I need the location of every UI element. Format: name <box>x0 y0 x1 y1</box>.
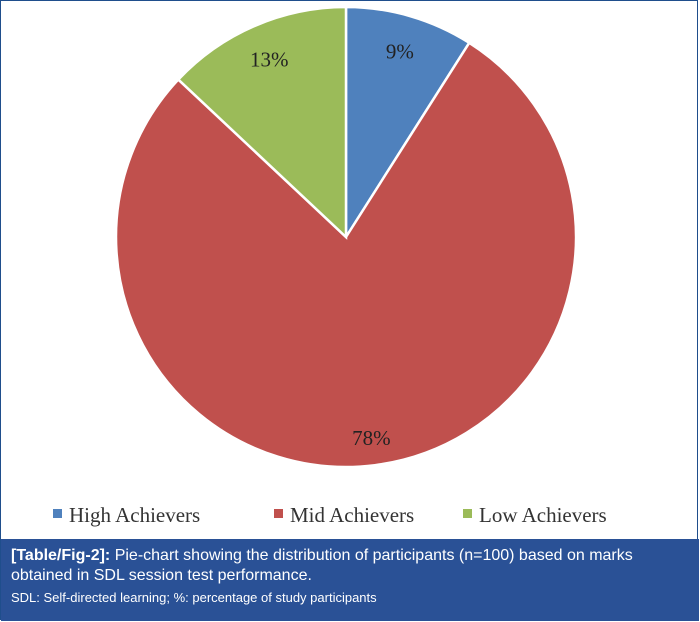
caption-text: Pie-chart showing the distribution of pa… <box>11 547 633 584</box>
slice-label-high-achievers: 9% <box>386 39 414 63</box>
legend-swatch-high-achievers <box>53 509 62 518</box>
legend-swatch-mid-achievers <box>274 509 283 518</box>
pie-chart: 9% 78% 13% High Achievers Mid Achievers Low … <box>53 5 607 527</box>
pie-slice-low-achievers <box>176 5 348 240</box>
caption-main: [Table/Fig-2]: Pie-chart showing the dis… <box>11 546 689 586</box>
slice-label-mid-achievers: 78% <box>352 426 391 450</box>
legend-label-high-achievers: High Achievers <box>69 503 200 527</box>
pie-slices <box>114 5 578 469</box>
figure-caption: [Table/Fig-2]: Pie-chart showing the dis… <box>1 539 699 621</box>
legend-swatch-low-achievers <box>463 509 472 518</box>
slice-labels: 9% 78% 13% <box>250 39 414 449</box>
legend-label-mid-achievers: Mid Achievers <box>290 503 414 527</box>
slice-label-low-achievers: 13% <box>250 48 289 72</box>
pie-slice-mid-achievers <box>114 41 578 469</box>
caption-tag: [Table/Fig-2]: <box>11 547 111 564</box>
legend: High Achievers Mid Achievers Low Achievers <box>53 503 607 527</box>
caption-note: SDL: Self-directed learning; %: percenta… <box>11 590 377 605</box>
legend-label-low-achievers: Low Achievers <box>479 503 607 527</box>
pie-slice-high-achievers <box>344 5 471 242</box>
